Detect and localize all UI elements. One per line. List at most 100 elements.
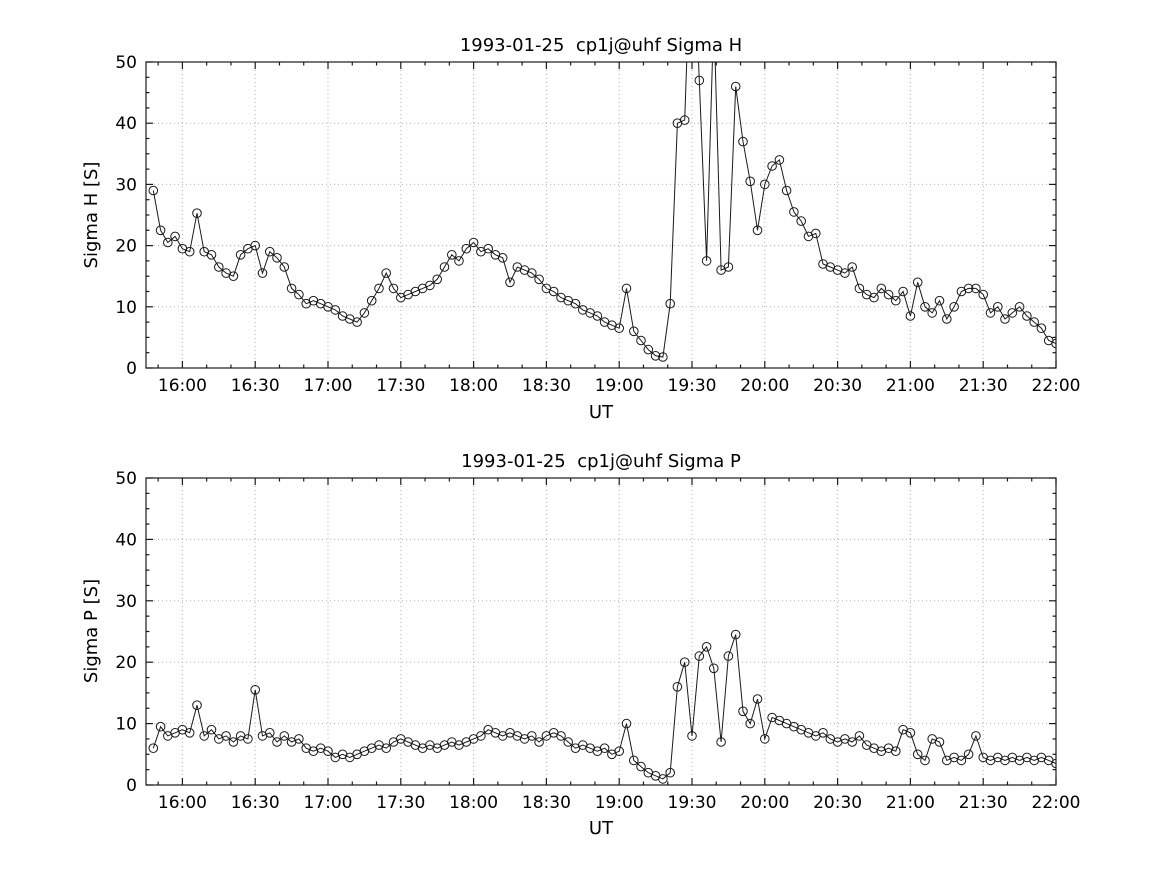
data-point-marker <box>723 262 734 272</box>
data-point-marker <box>1000 314 1010 324</box>
x-tick-label: 21:00 <box>886 793 935 813</box>
x-tick-label: 19:30 <box>668 376 717 396</box>
data-point-marker <box>745 176 756 187</box>
data-point-marker <box>811 228 821 239</box>
data-point-marker <box>323 746 333 757</box>
axes-box <box>145 61 1057 369</box>
data-point-marker <box>1051 338 1056 349</box>
y-tick-label: 20 <box>115 237 137 257</box>
data-point-marker <box>228 737 239 747</box>
data-point-marker <box>665 298 676 309</box>
y-tick-label: 30 <box>115 592 137 612</box>
data-point-marker <box>548 286 559 297</box>
data-point-marker <box>1051 758 1056 769</box>
data-point-marker <box>381 268 392 278</box>
data-point-marker <box>985 308 996 318</box>
data-point-marker <box>876 283 887 294</box>
data-point-marker <box>963 283 974 294</box>
data-point-marker <box>818 728 828 738</box>
y-tick-label: 40 <box>115 530 137 550</box>
data-point-marker <box>228 271 239 282</box>
data-point-marker <box>920 302 930 312</box>
data-point-marker <box>250 685 260 695</box>
data-point-marker <box>527 268 537 278</box>
data-point-marker <box>483 243 494 254</box>
y-tick-label: 10 <box>115 715 137 735</box>
x-tick-labels: 16:00 16:30 17:00 17:30 18:00 18:30 19:00 19:30… <box>158 793 1081 813</box>
y-tick-label: 50 <box>115 53 137 73</box>
data-point-marker <box>854 283 865 294</box>
x-tick-label: 21:00 <box>886 376 935 396</box>
sigma-p-plot-area: 16:00 16:30 17:00 17:30 18:00 18:30 19:00 19:30… <box>115 469 1080 813</box>
data-point-marker <box>650 351 661 361</box>
data-point-marker <box>920 755 930 766</box>
data-point-marker <box>730 81 741 92</box>
data-point-marker <box>840 268 850 278</box>
data-point-marker <box>286 283 297 294</box>
data-point-marker <box>476 731 486 741</box>
data-point-marker <box>206 250 217 260</box>
data-point-marker <box>774 155 785 165</box>
sigma-h-chart: 16:00 16:30 17:00 17:30 18:00 18:30 19:00 19:30… <box>81 35 1081 423</box>
data-point-marker <box>155 721 166 732</box>
data-point-marker <box>636 335 646 346</box>
sigma-p-title: 1993-01-25 cp1j@uhf Sigma P <box>461 451 741 472</box>
data-point-marker <box>701 256 712 266</box>
data-point-marker <box>497 252 508 263</box>
data-point-marker <box>1007 308 1018 318</box>
data-point-marker <box>723 651 734 661</box>
x-tick-label: 17:00 <box>304 793 353 813</box>
data-point-marker <box>709 663 719 674</box>
data-point-marker <box>898 286 908 297</box>
data-point-marker <box>738 136 748 147</box>
grid-lines <box>146 477 1057 786</box>
data-point-marker <box>192 700 202 711</box>
data-point-marker <box>927 308 938 318</box>
data-point-marker <box>257 268 268 278</box>
y-tick-labels: 0 10 20 30 40 50 <box>115 53 137 379</box>
data-series <box>148 62 1056 362</box>
x-tick-label: 19:00 <box>595 376 644 396</box>
data-point-marker <box>425 280 435 291</box>
sigma-h-plot-area: 16:00 16:30 17:00 17:30 18:00 18:30 19:00 19:30… <box>115 53 1080 396</box>
data-point-marker <box>912 749 923 760</box>
data-point-marker <box>265 728 275 738</box>
x-tick-label: 20:30 <box>813 376 862 396</box>
data-point-marker <box>563 737 574 747</box>
data-point-marker <box>1014 302 1025 312</box>
data-point-marker <box>454 256 464 266</box>
x-tick-label: 20:00 <box>740 793 789 813</box>
sigma-h-x-axis-label: UT <box>589 402 614 423</box>
data-line <box>152 634 1056 780</box>
data-point-marker <box>934 295 945 306</box>
data-point-marker <box>359 308 370 318</box>
data-point-marker <box>148 185 159 196</box>
data-point-marker <box>679 657 690 667</box>
data-point-marker <box>381 743 392 754</box>
data-point-marker <box>716 737 726 747</box>
data-point-marker <box>643 344 654 355</box>
data-point-marker <box>847 262 858 272</box>
x-tick-label: 16:30 <box>231 793 280 813</box>
data-point-marker <box>148 743 159 754</box>
data-point-marker <box>658 774 668 784</box>
x-tick-label: 19:30 <box>668 793 717 813</box>
data-point-marker <box>170 231 180 242</box>
data-point-marker <box>527 731 537 741</box>
data-point-marker <box>730 629 741 640</box>
data-point-marker <box>294 734 304 744</box>
data-line <box>152 62 1056 358</box>
data-point-marker <box>352 317 362 327</box>
x-tick-label: 18:30 <box>522 793 571 813</box>
x-tick-label: 17:00 <box>304 376 353 396</box>
data-point-marker <box>1036 323 1047 334</box>
sigma-p-chart: 16:00 16:30 17:00 17:30 18:00 18:30 19:00 19:30… <box>81 451 1081 839</box>
data-point-marker <box>745 718 756 729</box>
y-tick-label: 40 <box>115 114 137 134</box>
data-point-marker <box>250 240 260 251</box>
data-point-marker <box>184 246 195 257</box>
data-point-marker <box>272 252 282 263</box>
sigma-p-y-axis-label: Sigma P [S] <box>81 579 102 683</box>
x-tick-label: 17:30 <box>376 793 425 813</box>
